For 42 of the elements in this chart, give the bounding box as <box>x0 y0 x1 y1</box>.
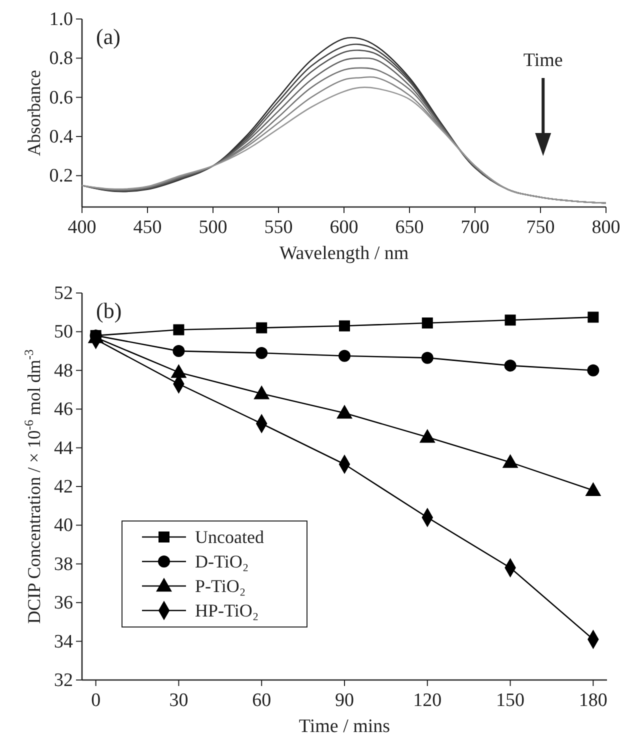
y-tick-label: 0.2 <box>49 166 73 187</box>
x-tick-label: 750 <box>526 217 555 238</box>
y-tick-label: 44 <box>54 438 74 459</box>
y-tick-label: 1.0 <box>49 9 73 30</box>
x-tick-label: 90 <box>335 690 354 711</box>
x-tick-label: 500 <box>198 217 228 238</box>
legend-label: HP-TiO₂ <box>195 600 259 620</box>
x-tick-label: 550 <box>264 217 293 238</box>
y-tick-label: 38 <box>54 554 73 575</box>
legend-label: Uncoated <box>195 527 264 547</box>
x-tick-label: 800 <box>592 217 620 238</box>
x-tick-label: 650 <box>395 217 424 238</box>
x-tick-label: 60 <box>252 690 272 711</box>
x-tick-label: 450 <box>133 217 162 238</box>
y-tick-label: 52 <box>54 283 73 304</box>
y-tick-label: 32 <box>54 670 73 691</box>
x-axis-title: Time / mins <box>298 716 390 737</box>
legend-label: P-TiO₂ <box>195 576 246 596</box>
y-tick-label: 0.8 <box>49 48 73 70</box>
y-tick-label: 40 <box>54 515 73 536</box>
legend-label: D-TiO₂ <box>195 552 249 572</box>
y-tick-label: 36 <box>54 592 73 614</box>
x-tick-label: 150 <box>496 690 525 711</box>
y-tick-label: 0.6 <box>49 87 73 108</box>
annotation: (a) <box>96 24 120 49</box>
y-tick-label: 48 <box>54 360 73 382</box>
annotation: Time <box>523 50 563 71</box>
y-tick-label: 50 <box>54 322 73 343</box>
x-tick-label: 120 <box>413 690 442 711</box>
annotation: (b) <box>96 298 122 323</box>
x-tick-label: 700 <box>460 217 490 238</box>
x-tick-label: 30 <box>169 690 188 711</box>
y-tick-label: 34 <box>54 631 74 652</box>
y-tick-label: 42 <box>54 476 73 498</box>
y-tick-label: 0.4 <box>49 126 74 148</box>
x-tick-label: 400 <box>68 217 96 238</box>
x-tick-label: 0 <box>91 690 101 711</box>
y-axis-title: Absorbance <box>24 70 44 156</box>
x-tick-label: 180 <box>578 690 608 711</box>
x-tick-label: 600 <box>330 217 358 238</box>
x-axis-title: Wavelength / nm <box>279 243 409 264</box>
y-tick-label: 46 <box>54 399 73 420</box>
